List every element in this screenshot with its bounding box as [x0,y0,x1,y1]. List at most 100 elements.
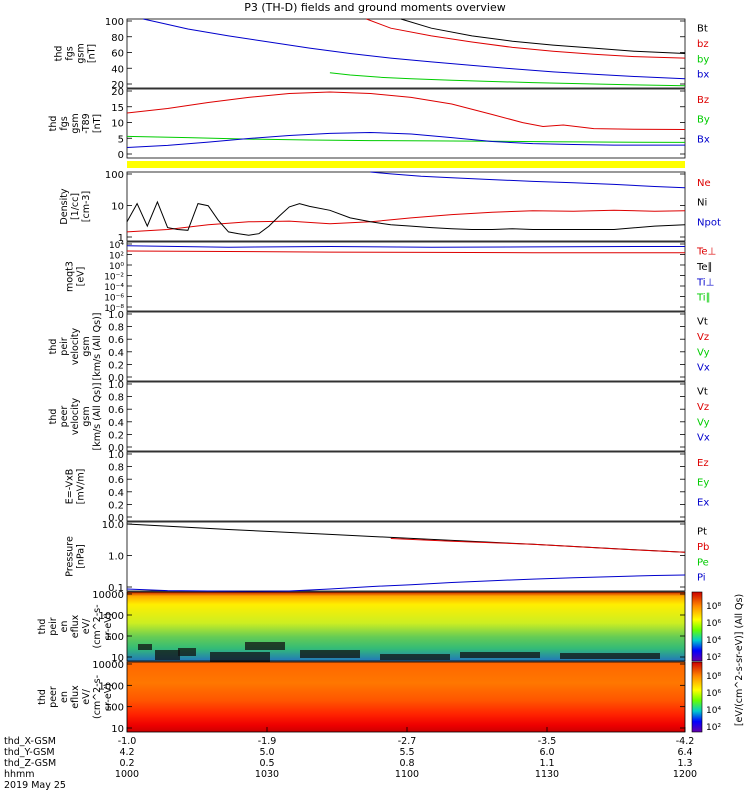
legend-entry: Vz [697,332,709,343]
colorbar-peir-en-eflux [691,591,703,662]
colorbar-tick-label: 10⁸ [706,602,721,612]
legend-entry: bz [697,39,709,50]
y-tick-label: 10000 [92,590,124,601]
y-tick-label: 100 [105,170,124,181]
x-axis-date: 2019 May 25 [4,780,66,791]
legend-entry: Ti∥ [696,293,711,304]
y-axis-label: thdpeerenefluxeV/(cm^2-s-sr-eV) [37,675,114,719]
low-flux-patch [560,653,660,659]
y-tick-label: 0.8 [108,393,124,404]
y-tick-label: 10 [111,119,124,130]
y-tick-label: 1000 [99,611,124,622]
quality-flag-bar [127,161,685,168]
series-line-fgs-gsm [366,18,686,59]
legend-entry: Bz [697,95,709,106]
y-tick-label: 0.1 [108,583,124,594]
legend-entry: Te⊥ [696,247,716,258]
panel-frame [126,521,686,592]
colorbar-tick-label: 10⁴ [706,636,721,646]
y-tick-label: 10⁻² [104,273,124,283]
legend-entry: Ey [697,478,709,489]
y-tick-label: 0.6 [108,335,124,346]
colorbar-tick-label: 10⁸ [706,672,721,682]
colorbar-label: [eV/(cm^2-s-sr-eV)] (All Qs) [734,594,745,726]
x-axis-value: 0.2 [119,758,134,769]
panel-frame [126,451,686,522]
x-axis-value: 1000 [115,769,139,780]
panel-efield: 1.0 0.80.6 0.40.2 0.0 E=-VxB[mV/m] Ez Ey Ex [65,450,710,524]
series-line-fgs-gsm-t89 [126,131,685,148]
y-axis-label: Pressure[nPa] [65,536,87,577]
y-tick-label: 60 [111,49,124,60]
y-tick-label: 1.0 [108,552,124,563]
y-tick-label: 15 [111,103,124,114]
y-tick-label: 10² [109,252,124,262]
plot-title: P3 (TH-D) fields and ground moments over… [244,1,506,14]
x-axis-value: 1130 [535,769,559,780]
panel-frame [126,88,686,159]
x-axis-row-label: thd_X-GSM [4,736,56,747]
legend-entry: bx [697,70,709,81]
x-axis-row-label: hhmm [4,769,35,780]
colorbar-tick-label: 10⁶ [706,619,721,629]
y-tick-label: 1 [118,233,124,244]
legend-entry: Vz [697,402,709,413]
series-line-fgs-gsm [143,18,686,80]
colorbar-tick-label: 10² [706,723,721,733]
y-tick-label: 10⁻⁸ [104,304,124,314]
legend-entry: Pb [697,542,709,553]
legend-entry: Bt [697,24,708,35]
x-axis-value: -4.2 [676,736,695,747]
panel-frame [126,241,686,312]
x-axis-value: 6.4 [677,747,692,758]
x-axis-value: 1.1 [539,758,554,769]
x-axis-row-label: thd_Z-GSM [4,758,56,769]
legend-entry: Te∥ [696,262,713,273]
legend-entry: Pt [697,527,707,538]
panel-peer-en-eflux: 10⁸ 10⁶ 10⁴ 10² 10000 1000 100 10 thdpeereneflux… [37,660,721,735]
y-tick-label: 1.0 [108,380,124,391]
y-tick-label: 1.0 [108,450,124,461]
y-axis-label: Density[1/cc][cm-3] [59,188,92,224]
panel-fgs-gsm: 100 80 60 40 20 thdfgsgsm[nT] Bt bz by bx [54,17,710,91]
x-axis-value: 6.0 [539,747,554,758]
y-axis-label: moqt3[eV] [65,261,87,292]
y-tick-label: 0.0 [108,443,124,454]
y-tick-label: 0.0 [108,373,124,384]
panel-frame [126,381,686,452]
y-tick-label: 10⁴ [109,241,124,251]
legend-entry: Pe [697,557,709,568]
y-tick-label: 10 [111,724,124,735]
spectrogram-peer-en-eflux [127,662,685,732]
legend-entry: Vt [697,317,708,328]
legend-entry: Ne [697,178,711,189]
spectrogram-peir-en-eflux [127,592,685,661]
legend-entry: Ti⊥ [696,277,714,288]
legend-entry: Bx [697,134,710,145]
legend-entry: Npot [697,217,721,228]
low-flux-patch [460,652,540,658]
y-tick-label: 0.6 [108,475,124,486]
legend-entry: Vy [697,347,710,358]
y-tick-label: 20 [111,80,124,91]
y-tick-label: 0.2 [108,500,124,511]
x-axis-value: 1.3 [677,758,692,769]
legend-entry: Vy [697,417,710,428]
legend-entry: by [697,54,709,65]
legend-entry: By [697,115,710,126]
panel-peer-velocity: 1.0 0.80.6 0.40.2 0.0 thdpeervelocitygsm[km/… [48,380,710,454]
legend-entry: Vx [697,433,710,444]
colorbar-tick-label: 10⁴ [706,706,721,716]
series-line-fgs-gsm-t89 [126,91,686,130]
y-tick-label: 0.8 [108,323,124,334]
series-line-pressure [126,574,686,592]
x-axis-value: -3.5 [538,736,557,747]
panel-density: 100 10 1 Density[1/cc][cm-3] Ne Ni Npot [59,170,721,244]
colorbar-tick-label: 10² [706,653,721,663]
series-line-pressure [390,538,686,553]
y-tick-label: 10.0 [102,520,124,531]
series-line-fgs-gsm [400,18,686,54]
